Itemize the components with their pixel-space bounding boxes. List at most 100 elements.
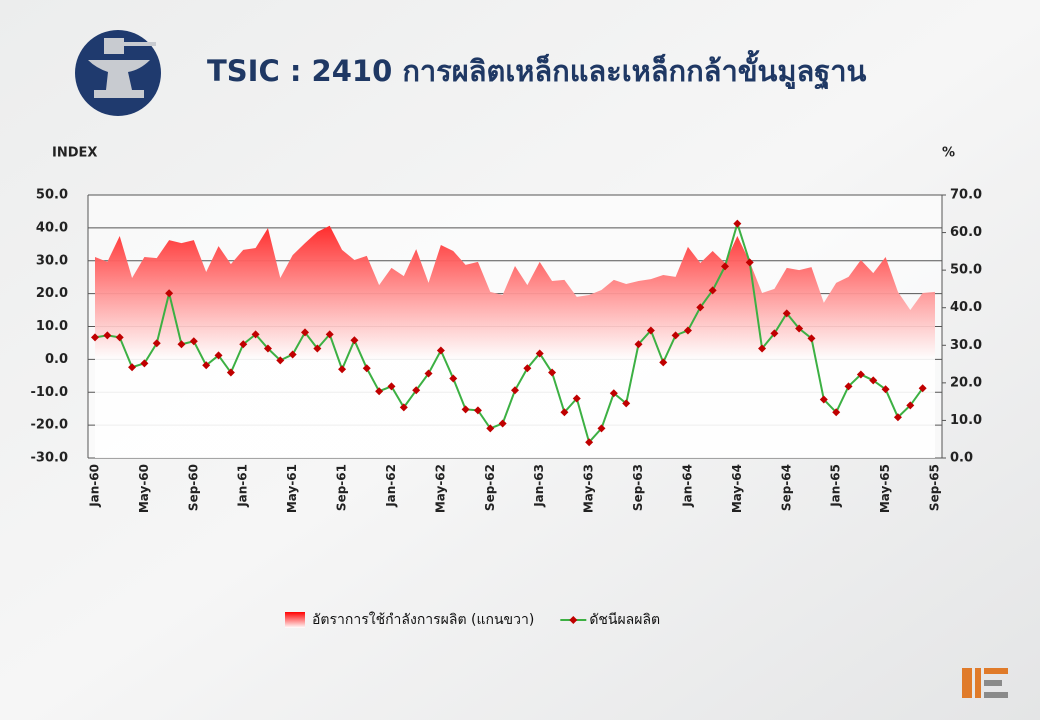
x-tick-label: Jan-63 — [532, 464, 546, 508]
x-tick-label: Jan-62 — [384, 464, 398, 508]
logo-icon — [75, 30, 161, 116]
marker — [609, 389, 618, 398]
marker — [226, 368, 235, 377]
marker — [523, 364, 532, 373]
y2-axis-label: % — [942, 146, 955, 161]
marker — [683, 326, 692, 335]
x-tick-label: May-63 — [582, 464, 596, 513]
marker — [721, 262, 729, 271]
x-tick-label: Jan-61 — [236, 464, 250, 508]
marker — [881, 385, 890, 394]
marker — [263, 344, 272, 353]
marker — [498, 419, 507, 428]
marker — [449, 374, 458, 383]
y-tick-label: 50.0 — [36, 188, 68, 203]
marker — [893, 413, 902, 422]
marker — [152, 339, 161, 348]
y2-tick-label: 70.0 — [950, 188, 982, 203]
marker — [412, 386, 421, 395]
y-tick-label: -20.0 — [31, 418, 68, 433]
marker — [276, 356, 285, 365]
x-tick-label: May-61 — [285, 464, 299, 513]
y-tick-label: 10.0 — [36, 319, 68, 334]
marker — [807, 334, 816, 343]
marker — [646, 326, 655, 335]
legend-marker — [569, 616, 578, 624]
marker — [202, 361, 211, 370]
marker — [140, 359, 149, 368]
marker — [473, 406, 482, 415]
org-logo — [962, 668, 1008, 698]
marker — [572, 394, 581, 403]
y2-tick-label: 40.0 — [950, 300, 982, 315]
marker — [338, 365, 347, 374]
marker — [313, 344, 322, 353]
y2-tick-label: 60.0 — [950, 225, 982, 240]
x-tick-label: Sep-60 — [186, 464, 200, 511]
x-tick-label: Jan-60 — [88, 464, 102, 508]
marker — [288, 350, 297, 359]
y-tick-label: 20.0 — [36, 286, 68, 301]
y-tick-label: -30.0 — [31, 451, 68, 466]
marker — [597, 424, 606, 433]
y2-tick-label: 10.0 — [950, 413, 982, 428]
marker — [918, 384, 927, 393]
marker — [115, 333, 124, 342]
marker — [239, 340, 248, 349]
y-axis-label: INDEX — [52, 146, 97, 161]
marker — [424, 369, 433, 378]
marker — [214, 351, 223, 360]
marker — [696, 303, 705, 312]
marker — [350, 336, 359, 345]
x-tick-label: Sep-61 — [335, 464, 349, 511]
marker — [511, 386, 519, 395]
marker — [634, 340, 643, 349]
marker — [103, 331, 112, 340]
marker — [362, 364, 371, 373]
x-tick-label: Sep-62 — [483, 464, 497, 511]
marker — [770, 329, 779, 338]
marker — [177, 340, 186, 349]
marker — [906, 401, 915, 410]
y2-tick-label: 30.0 — [950, 338, 982, 353]
marker — [375, 387, 384, 396]
legend-swatch — [285, 612, 305, 628]
y-tick-label: -10.0 — [31, 385, 68, 400]
x-tick-label: Sep-65 — [928, 464, 942, 511]
y-tick-label: 30.0 — [36, 253, 68, 268]
x-tick-label: Sep-64 — [779, 464, 793, 511]
y-tick-label: 0.0 — [45, 352, 68, 367]
marker — [399, 403, 408, 412]
marker — [535, 349, 544, 358]
x-tick-label: May-60 — [137, 464, 151, 513]
marker — [189, 337, 198, 346]
marker — [91, 333, 99, 342]
legend-label: ดัชนีผลผลิต — [589, 612, 660, 628]
area — [95, 225, 935, 458]
x-tick-label: May-62 — [433, 464, 447, 513]
x-tick-label: Jan-64 — [680, 464, 694, 508]
x-tick-label: May-65 — [878, 464, 892, 513]
marker — [622, 399, 631, 408]
marker — [486, 424, 495, 433]
x-tick-label: May-64 — [730, 464, 744, 513]
marker — [325, 330, 334, 339]
marker — [795, 324, 804, 333]
marker — [671, 331, 680, 340]
marker — [856, 370, 865, 379]
marker — [745, 258, 754, 267]
line — [94, 220, 924, 445]
marker — [436, 346, 445, 355]
marker — [585, 438, 594, 447]
marker — [844, 382, 853, 391]
marker — [869, 376, 878, 385]
marker — [733, 219, 742, 228]
marker — [251, 330, 260, 339]
y2-tick-label: 50.0 — [950, 263, 982, 278]
marker — [782, 309, 791, 318]
marker — [659, 358, 668, 367]
x-tick-label: Jan-65 — [829, 464, 843, 508]
y2-tick-label: 0.0 — [950, 451, 973, 466]
